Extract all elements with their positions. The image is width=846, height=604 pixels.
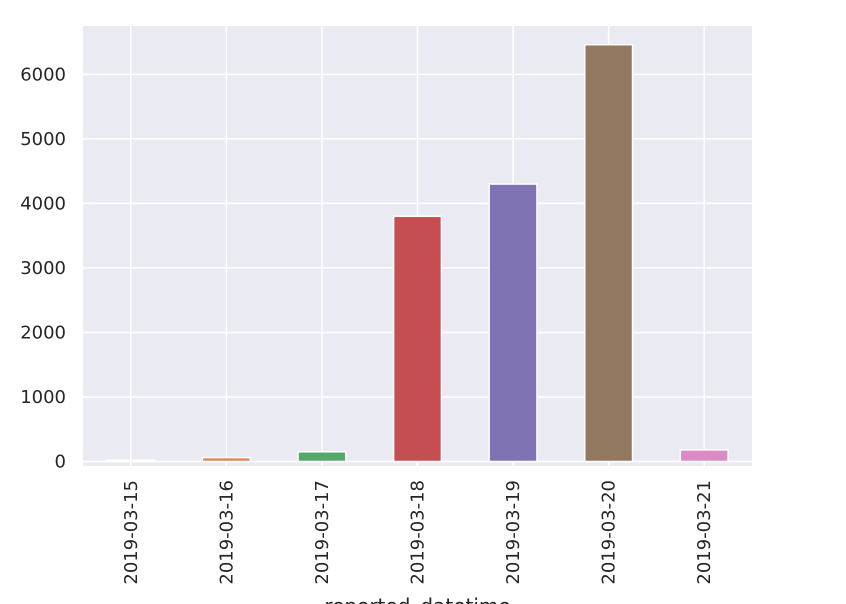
x-tick-label: 2019-03-20: [599, 480, 620, 585]
y-tick-label: 6000: [20, 64, 66, 85]
x-tick-label: 2019-03-18: [408, 480, 429, 585]
bar-2019-03-18: [392, 215, 443, 463]
bar-2019-03-20: [584, 43, 634, 463]
bars: [106, 43, 729, 463]
bar-2019-03-15: [106, 459, 156, 463]
bar-2019-03-17: [297, 451, 347, 463]
y-tick-label: 5000: [20, 129, 66, 150]
x-tick-label: 2019-03-16: [216, 480, 237, 585]
x-tick-label: 2019-03-15: [121, 480, 142, 585]
y-tick-label: 3000: [20, 258, 66, 279]
y-tick-label: 2000: [20, 322, 66, 343]
x-tick-label: 2019-03-17: [312, 480, 333, 585]
x-tick-label: 2019-03-19: [503, 480, 524, 585]
x-tick-labels: 2019-03-15 2019-03-16 2019-03-17 2019-03-18…: [121, 480, 715, 585]
y-tick-label: 4000: [20, 193, 66, 214]
y-tick-label: 1000: [20, 387, 66, 408]
x-axis-label: reported_datetime: [324, 594, 510, 604]
bar-2019-03-16: [201, 456, 251, 463]
bar-2019-03-19: [488, 183, 538, 463]
x-tick-label: 2019-03-21: [694, 480, 715, 585]
y-tick-label: 0: [55, 451, 66, 472]
bar-2019-03-21: [679, 449, 729, 463]
y-tick-labels: 0 1000 2000 3000 4000 5000 6000: [20, 64, 66, 472]
